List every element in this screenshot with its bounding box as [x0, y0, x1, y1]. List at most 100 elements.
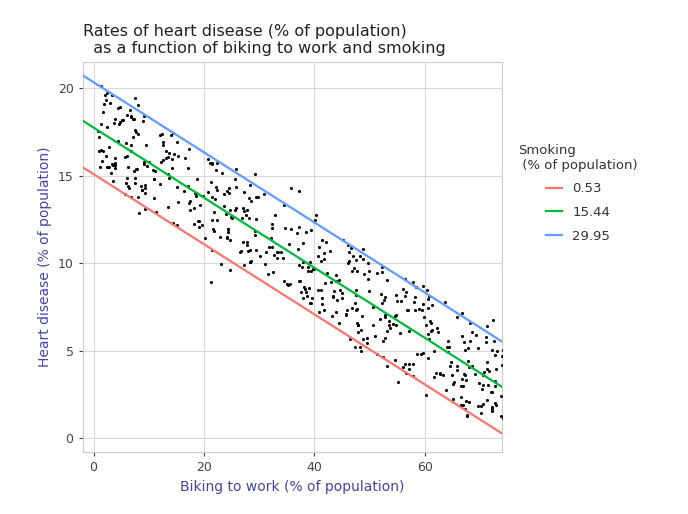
Point [423, 329, 434, 338]
Point [202, 188, 213, 196]
Point [314, 308, 325, 316]
Point [350, 343, 361, 352]
Point [182, 182, 193, 190]
Point [236, 213, 247, 222]
Point [331, 308, 342, 317]
Point [219, 190, 230, 198]
Point [444, 362, 455, 370]
Point [380, 313, 391, 321]
Point [139, 181, 150, 189]
Point [136, 186, 147, 194]
Point [293, 187, 304, 195]
Point [383, 317, 394, 325]
Point [275, 248, 286, 256]
Point [377, 268, 388, 277]
X-axis label: Biking to work (% of population): Biking to work (% of population) [180, 480, 405, 494]
Point [295, 287, 306, 296]
Point [226, 213, 237, 221]
Point [372, 350, 383, 358]
Point [466, 328, 477, 336]
Point [455, 401, 466, 409]
Point [332, 296, 343, 304]
Point [427, 301, 438, 309]
Point [129, 94, 140, 102]
Point [457, 309, 468, 317]
Point [96, 120, 107, 128]
Point [341, 311, 352, 319]
Point [223, 225, 234, 233]
Point [278, 277, 289, 285]
Point [381, 362, 392, 370]
Point [264, 243, 275, 251]
Point [138, 158, 149, 167]
Point [93, 133, 104, 141]
Point [356, 347, 367, 355]
Point [385, 323, 396, 332]
Point [272, 247, 283, 255]
Point [97, 107, 108, 116]
Point [193, 216, 204, 225]
Point [408, 298, 419, 306]
Point [389, 356, 400, 364]
Point [409, 306, 420, 315]
Point [354, 343, 365, 352]
Point [351, 306, 362, 314]
Point [399, 292, 410, 300]
Point [260, 247, 271, 255]
Point [355, 326, 366, 334]
Point [249, 227, 260, 235]
Point [350, 299, 361, 307]
Point [194, 200, 205, 209]
Point [158, 156, 169, 164]
Point [315, 257, 326, 265]
Point [352, 305, 363, 314]
Point [255, 252, 266, 261]
Point [106, 169, 117, 177]
Point [471, 331, 482, 339]
Point [121, 111, 132, 119]
Point [375, 316, 386, 324]
Point [267, 243, 278, 251]
Point [499, 407, 510, 415]
Point [141, 161, 152, 170]
Point [334, 286, 345, 294]
Point [306, 295, 317, 303]
Point [206, 216, 217, 224]
Point [384, 321, 395, 329]
Point [445, 358, 456, 366]
Point [326, 312, 337, 320]
Point [231, 183, 242, 192]
Point [418, 300, 429, 308]
Point [472, 343, 483, 352]
Point [316, 286, 327, 295]
Point [129, 126, 140, 134]
Point [143, 158, 154, 166]
Point [424, 317, 436, 325]
Point [429, 373, 440, 381]
Point [358, 270, 369, 278]
Point [129, 179, 140, 187]
Point [466, 362, 477, 370]
Point [171, 183, 182, 192]
Point [106, 159, 117, 168]
Point [131, 127, 142, 136]
Point [473, 401, 484, 410]
Point [486, 346, 497, 355]
Point [132, 130, 143, 138]
Point [293, 245, 304, 253]
Point [166, 155, 178, 163]
Point [460, 371, 471, 379]
Point [105, 99, 116, 107]
Point [444, 343, 455, 351]
Point [402, 306, 413, 315]
Point [486, 388, 497, 396]
Point [266, 219, 277, 228]
Point [110, 164, 121, 173]
Point [139, 160, 150, 169]
Point [140, 141, 151, 150]
Point [481, 333, 492, 341]
Point [126, 147, 137, 155]
Point [294, 277, 305, 285]
Point [393, 378, 404, 386]
Point [411, 350, 422, 358]
